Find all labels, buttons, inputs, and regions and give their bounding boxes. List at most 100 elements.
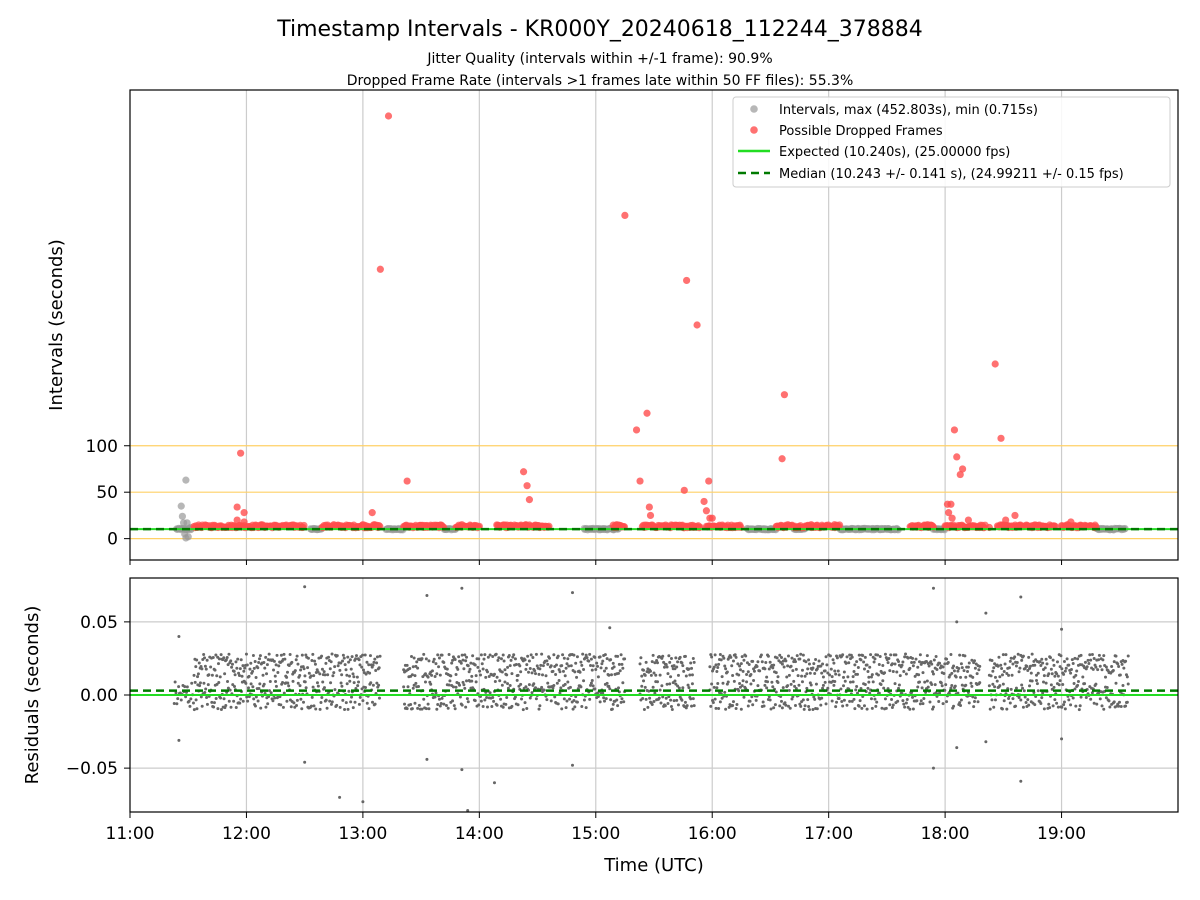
dropped-point-692 (693, 321, 701, 329)
residual-point-492 (640, 684, 644, 688)
residual-point-482 (616, 686, 620, 690)
residual-point-1533 (675, 665, 679, 669)
dropped-point-671 (368, 509, 376, 517)
residual-point-1462 (598, 655, 602, 659)
residual-point-1658 (799, 652, 803, 656)
residual-point-332 (485, 705, 489, 709)
residual-point-1718 (851, 675, 855, 679)
residual-point-1720 (853, 663, 857, 667)
residual-point-798 (922, 697, 926, 701)
residual-point-1106 (265, 672, 269, 676)
residual-point-661 (802, 707, 806, 711)
dropped-point-705 (945, 509, 953, 517)
residual-point-2030 (425, 594, 429, 598)
residual-point-2004 (1110, 664, 1114, 668)
residual-point-535 (677, 686, 681, 690)
residual-point-211 (357, 680, 361, 684)
residual-point-912 (1030, 679, 1034, 683)
residual-point-1458 (595, 661, 599, 665)
residual-point-1963 (1074, 673, 1078, 677)
residual-point-1442 (581, 652, 585, 656)
residual-point-1326 (479, 653, 483, 657)
residual-point-201 (348, 679, 352, 683)
x-tick-label-5: 16:00 (688, 824, 737, 844)
residual-point-1011 (1117, 704, 1121, 708)
residual-point-1151 (304, 653, 308, 657)
residual-point-1047 (213, 668, 217, 672)
residual-point-1081 (243, 666, 247, 670)
residual-point-1145 (299, 668, 303, 672)
dropped-point-712 (964, 516, 973, 524)
residual-point-1378 (525, 663, 529, 667)
residual-point-608 (756, 684, 760, 688)
residual-point-1592 (741, 669, 745, 673)
residual-point-1589 (738, 668, 742, 672)
residual-point-26 (195, 707, 199, 711)
residual-point-1026 (195, 658, 199, 662)
residual-point-1420 (561, 669, 565, 673)
residual-point-1759 (887, 656, 891, 660)
residual-point-1062 (226, 663, 230, 667)
residual-point-2037 (570, 763, 574, 767)
residual-point-1707 (842, 675, 846, 679)
residual-point-565 (718, 700, 722, 704)
residual-point-1822 (942, 671, 946, 675)
residual-point-988 (1097, 691, 1101, 695)
residual-point-1344 (495, 675, 499, 679)
residual-point-2046 (1019, 779, 1023, 783)
residual-point-1913 (1030, 652, 1034, 656)
residual-point-22 (191, 701, 195, 705)
residual-point-507 (653, 691, 657, 695)
residual-point-2034 (466, 809, 470, 813)
dropped-point-709 (953, 453, 961, 461)
residual-point-1244 (408, 666, 412, 670)
x-tick-label-1: 12:00 (222, 824, 271, 844)
residual-point-1755 (883, 652, 887, 656)
x-tick-label-6: 17:00 (804, 824, 853, 844)
residual-point-1266 (427, 659, 431, 663)
residual-point-1248 (411, 665, 415, 669)
residual-point-1702 (837, 673, 841, 677)
residual-point-1049 (215, 674, 219, 678)
residual-point-1368 (516, 673, 520, 677)
residual-point-1210 (355, 675, 359, 679)
interval-point-334 (178, 512, 186, 520)
residual-point-493 (641, 696, 645, 700)
residual-point-1851 (967, 661, 971, 665)
residual-point-1051 (216, 662, 220, 666)
residual-point-718 (852, 697, 856, 701)
residuals-y-tick-label-0: 0.05 (80, 613, 118, 633)
residual-point-292 (451, 699, 455, 703)
residual-point-1412 (554, 663, 558, 667)
residual-point-1888 (1008, 659, 1012, 663)
residual-point-710 (845, 703, 849, 707)
residual-point-261 (423, 680, 427, 684)
residual-point-39 (206, 683, 210, 687)
residual-point-603 (752, 679, 756, 683)
residual-point-592 (742, 695, 746, 699)
residual-point-697 (834, 705, 838, 709)
residual-point-319 (474, 680, 478, 684)
residual-point-285 (444, 704, 448, 708)
residuals-y-tick-label-2: −0.05 (66, 759, 118, 779)
residual-point-1517 (661, 654, 665, 658)
residual-point-1199 (346, 655, 350, 659)
residual-point-1611 (758, 669, 762, 673)
residual-point-1858 (973, 666, 977, 670)
residual-point-1978 (1087, 662, 1091, 666)
residual-point-640 (784, 703, 788, 707)
x-axis-label: Time (UTC) (603, 855, 704, 876)
residual-point-1034 (202, 652, 206, 656)
residual-point-304 (461, 680, 465, 684)
residual-point-473 (609, 698, 613, 702)
residual-point-1149 (302, 667, 306, 671)
residual-point-1485 (618, 669, 622, 673)
residual-point-893 (1014, 704, 1018, 708)
dropped-point-698 (778, 455, 786, 463)
residual-point-2009 (1114, 654, 1118, 658)
residual-point-504 (650, 703, 654, 707)
residual-point-1435 (575, 675, 579, 679)
chart-title: Timestamp Intervals - KR000Y_20240618_11… (276, 17, 923, 42)
residual-point-391 (537, 707, 541, 711)
residual-point-867 (991, 682, 995, 686)
